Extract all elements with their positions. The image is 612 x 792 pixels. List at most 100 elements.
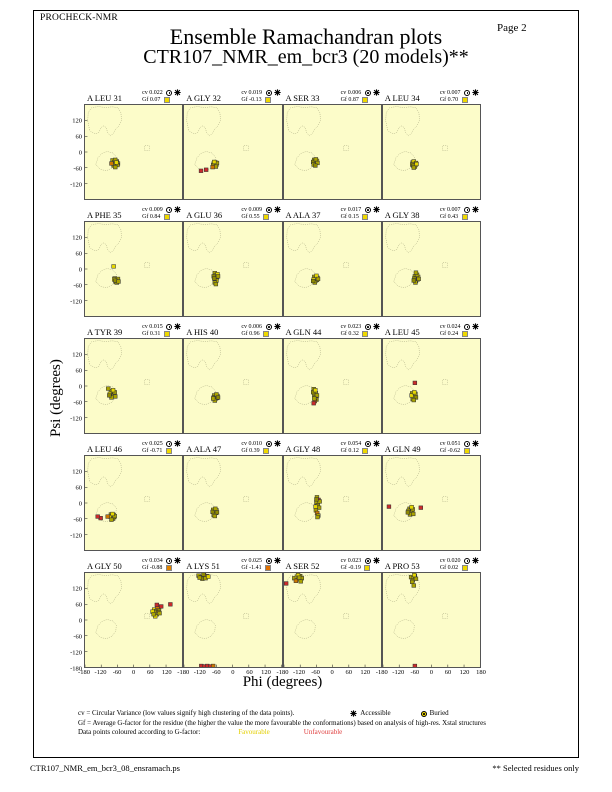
y-axis-label: Psi (degrees) [48, 359, 64, 437]
allowed-region-outline [144, 613, 150, 619]
cv-line: cv 0.025 [241, 557, 281, 564]
tick-label-y: 0 [78, 500, 82, 508]
legend-buried: Buried [420, 709, 449, 719]
gf-line: Gf 0.84 [142, 214, 170, 220]
cv-line: cv 0.025 [142, 440, 181, 447]
data-point [107, 393, 112, 398]
gf-color-box [165, 565, 172, 571]
tick-label-y: 0 [78, 383, 82, 391]
tick-label-y: 120 [72, 468, 82, 476]
tick-label-x: -180 [276, 669, 289, 676]
data-point [106, 386, 111, 391]
plot-area [282, 572, 382, 668]
data-point [216, 395, 221, 400]
plot-area [282, 221, 382, 317]
accessible-icon [472, 206, 479, 213]
data-point [410, 511, 416, 517]
allowed-region-outline [286, 106, 321, 137]
tick-label-x: -120 [193, 669, 206, 676]
filename-text: CTR107_NMR_em_bcr3_08_ensramach.ps [30, 763, 180, 773]
data-point [199, 168, 204, 173]
accessible-icon [174, 206, 181, 213]
page-title: Ensemble Ramachandran plots [169, 24, 443, 49]
page-number: Page 2 [497, 22, 527, 34]
ramachandran-cell: A LEU 31 cv 0.022 Gf 0.07 120 60 0 -60 -120 [70, 83, 184, 200]
tick-label-x: 120 [261, 669, 271, 676]
gf-color-box [263, 448, 270, 454]
tick-label-x: 120 [360, 669, 371, 676]
allowed-region-outline [342, 496, 348, 502]
data-point [110, 388, 116, 393]
allowed-region-outline [441, 145, 448, 151]
plot-svg [283, 573, 381, 667]
gf-color-box [362, 448, 369, 454]
tick-label-y: 60 [75, 133, 83, 141]
tick-label-y: -60 [73, 516, 82, 524]
ramachandran-cell: A SER 33 cv 0.006 Gf 0.87 [282, 83, 382, 200]
accessible-icon [373, 323, 380, 330]
cell-header: A LEU 31 cv 0.022 Gf 0.07 [84, 83, 183, 104]
tick-label-y: 60 [75, 484, 83, 492]
cell-header: A HIS 40 cv 0.006 Gf 0.96 [183, 317, 282, 338]
cell-header: A SER 52 cv 0.023 Gf -0.19 [283, 551, 382, 572]
tick-label-y: 0 [78, 617, 82, 625]
plot-svg [85, 223, 150, 301]
ramachandran-cell: A PHE 35 cv 0.009 Gf 0.84 120 60 0 -60 -120 [70, 200, 184, 317]
ramachandran-cell: A LEU 45 cv 0.024 Gf 0.24 [381, 317, 481, 434]
data-point [283, 581, 288, 586]
residue-label: A HIS 40 [186, 327, 219, 337]
data-point [216, 274, 221, 279]
cv-line: cv 0.020 [440, 557, 479, 564]
tick-label-x: -60 [112, 669, 122, 676]
tick-label-y: 60 [75, 367, 83, 375]
plot-svg [385, 106, 448, 171]
accessible-icon [174, 323, 181, 330]
ramachandran-grid: A LEU 31 cv 0.022 Gf 0.07 120 60 0 -60 -120 … [70, 83, 486, 676]
tick-label-x: 180 [476, 669, 486, 676]
cell-header: A TYR 39 cv 0.015 Gf 0.31 [84, 317, 183, 338]
data-point [312, 388, 317, 393]
allowed-region-outline [441, 496, 448, 502]
data-point [105, 514, 110, 519]
gf-color-box [461, 565, 468, 571]
data-point [311, 401, 316, 406]
tick-label-y: -60 [73, 165, 82, 173]
gf-color-box [463, 448, 470, 454]
plot-area [183, 221, 283, 317]
plot-area [183, 338, 283, 434]
plot-area [282, 104, 382, 200]
data-point [405, 510, 410, 515]
gf-line: Gf -0.71 [142, 448, 172, 454]
tick-label-y: -120 [70, 181, 82, 189]
data-point [204, 167, 209, 172]
data-point [151, 612, 156, 617]
data-point [314, 515, 320, 520]
allowed-region-outline [87, 340, 122, 371]
residue-label: A GLY 32 [186, 93, 221, 103]
allowed-region-outline [393, 151, 415, 171]
plot-area: 120 60 0 -60 -120 [70, 455, 184, 551]
plot-svg [385, 223, 448, 288]
buried-icon [464, 206, 470, 213]
x-axis-label: Phi (degrees) [242, 674, 323, 690]
data-point [109, 517, 114, 522]
data-point [113, 394, 118, 399]
plot-area [282, 455, 382, 551]
residue-label: A GLN 44 [285, 327, 322, 337]
cv-line: cv 0.024 [440, 323, 479, 330]
residue-label: A TYR 39 [87, 327, 123, 337]
gf-color-box [263, 331, 270, 337]
cell-header: A GLY 32 cv 0.019 Gf -0.13 [183, 83, 282, 104]
tick-label-y: -120 [70, 649, 82, 657]
tick-label-x: -60 [410, 669, 420, 676]
buried-icon [464, 89, 470, 96]
allowed-region-outline [286, 223, 321, 254]
cv-line: cv 0.009 [142, 206, 181, 213]
buried-icon [265, 440, 272, 447]
cv-line: cv 0.023 [341, 557, 380, 564]
allowed-region-outline [393, 268, 415, 288]
data-point [310, 278, 315, 284]
cv-line: cv 0.019 [241, 89, 281, 96]
residue-label: A LEU 31 [87, 93, 122, 103]
gf-line: Gf 0.70 [440, 97, 468, 103]
